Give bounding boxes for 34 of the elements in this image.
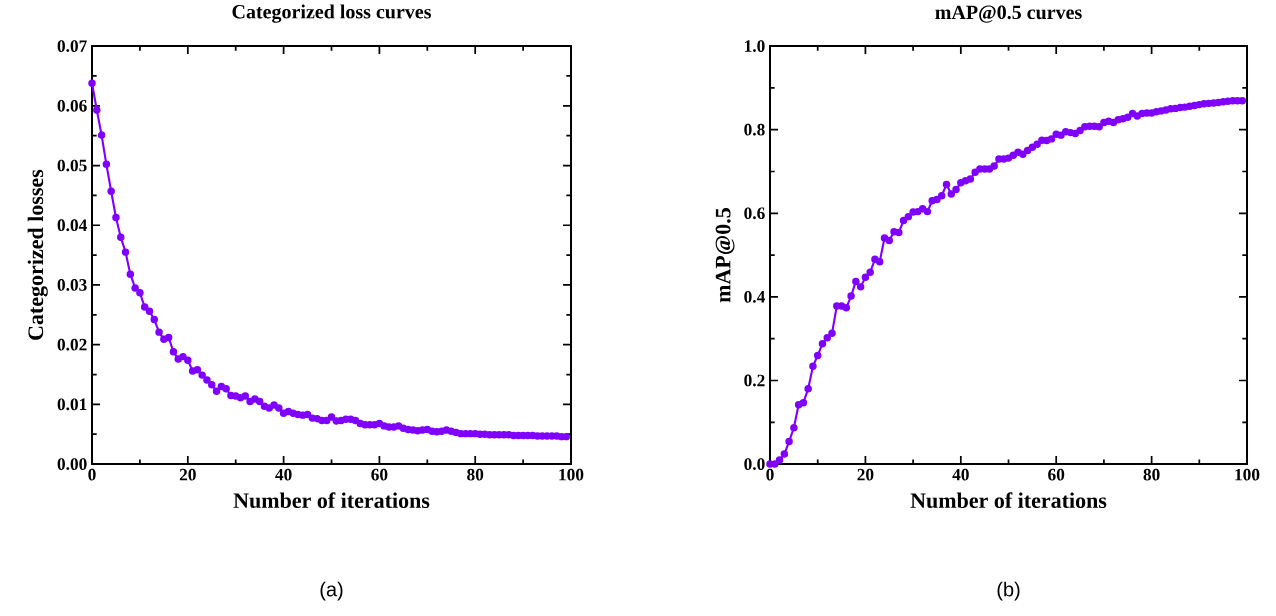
x-tick-label: 0 (766, 468, 774, 481)
x-tick-label: 80 (1143, 468, 1160, 481)
y-axis-title: mAP@0.5 (715, 208, 735, 303)
y-tick-label: 0.06 (57, 99, 87, 112)
y-tick-label: 0.8 (744, 123, 765, 136)
y-tick-label: 0.05 (57, 159, 87, 172)
chart-title: mAP@0.5 curves (935, 5, 1082, 23)
y-tick-label: 0.03 (57, 279, 87, 291)
x-axis-title: Number of iterations (233, 492, 430, 509)
y-tick-label: 0.02 (57, 338, 87, 351)
x-tick-label: 20 (857, 468, 874, 481)
x-tick-label: 0 (88, 468, 96, 481)
y-tick-label: 1.0 (745, 40, 765, 52)
x-tick-label: 80 (467, 468, 484, 481)
y-tick-label: 0.4 (744, 290, 765, 303)
y-axis-title: Categorized losses (27, 169, 48, 340)
x-tick-label: 20 (179, 468, 196, 481)
y-tick-label: 0.04 (57, 219, 87, 232)
chart-title: Categorized loss curves (232, 4, 432, 23)
y-tick-label: 0.2 (744, 374, 765, 387)
y-tick-label: 0.6 (744, 207, 765, 220)
text: (b) (997, 581, 1020, 601)
y-tick-label: 0.07 (57, 40, 87, 52)
text: (a) (320, 581, 343, 601)
x-axis-title: Number of iterations (910, 492, 1107, 509)
x-tick-label: 100 (559, 468, 584, 481)
y-tick-label: 0.00 (57, 458, 87, 470)
x-tick-label: 40 (275, 468, 292, 481)
x-tick-label: 40 (952, 468, 969, 481)
y-tick-label: 0.0 (744, 458, 765, 470)
x-tick-label: 60 (371, 468, 388, 481)
y-tick-label: 0.01 (57, 398, 87, 411)
x-tick-label: 100 (1235, 468, 1260, 481)
x-tick-label: 60 (1048, 468, 1065, 481)
